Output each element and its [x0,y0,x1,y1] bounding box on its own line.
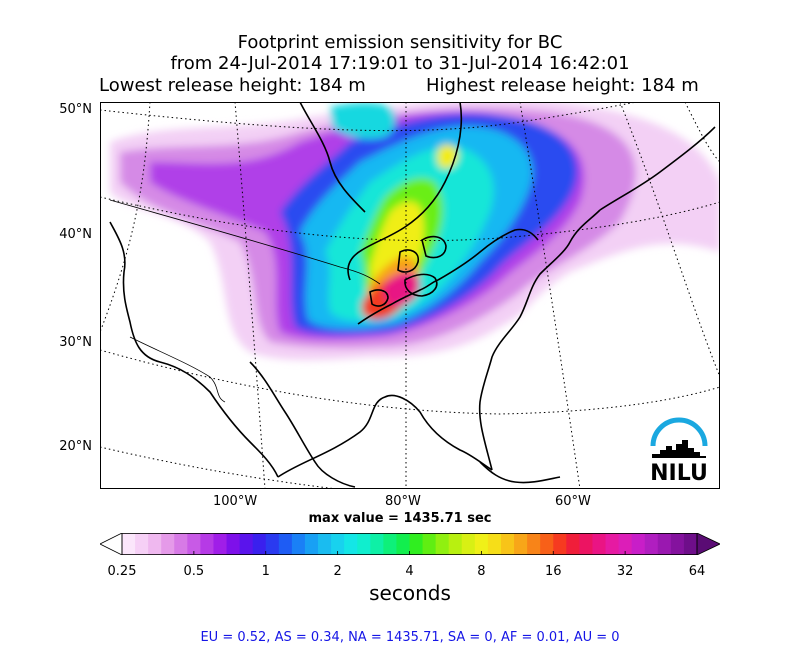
colorbar-cell [304,533,319,555]
footprint-map [100,102,720,489]
colorbar-tick-label: 0.25 [107,564,137,579]
colorbar-tick-label: 2 [333,564,342,579]
colorbar-cell [291,533,306,555]
colorbar-cell [383,533,397,555]
lat-label-30n: 30°N [59,335,92,350]
colorbar-cell [435,533,450,555]
coastlines [109,102,716,488]
lat-lon-gridlines [100,102,720,489]
lon-label-80w: 80°W [385,494,421,509]
colorbar-cell [540,533,554,555]
region-totals-footer: EU = 0.52, AS = 0.34, NA = 1435.71, SA =… [200,630,620,645]
colorbar-cell [631,533,646,555]
colorbar [100,533,720,555]
colorbar-cell [161,533,175,555]
colorbar-cell [605,533,620,555]
colorbar-cell [683,533,698,555]
lat-label-20n: 20°N [59,439,92,454]
colorbar-cell [135,533,149,555]
colorbar-tick-label: 0.5 [183,564,205,579]
colorbar-cell [474,533,489,555]
colorbar-cell [357,533,371,555]
colorbar-cell [592,533,607,555]
map-frame [100,102,720,489]
colorbar-tick-label: 4 [405,564,414,579]
lon-label-100w: 100°W [213,494,258,509]
nilu-logo-text: NILU [650,461,708,482]
colorbar-cell [553,533,567,555]
colorbar-cell [670,533,685,555]
colorbar-cell [344,533,358,555]
colorbar-cell [487,533,502,555]
colorbar-cell [318,533,332,555]
colorbar-tick-label: 32 [616,564,634,579]
colorbar-cell [618,533,633,555]
colorbar-cell [174,533,188,555]
colorbar-cell [226,533,241,555]
colorbar-extend-right [696,533,720,555]
lat-label-40n: 40°N [59,227,92,242]
colorbar-cell [514,533,528,555]
colorbar-cell [422,533,437,555]
colorbar-tick-label: 64 [688,564,706,579]
highest-release-height: Highest release height: 184 m [426,75,699,96]
colorbar-cell [370,533,384,555]
colorbar-tick-label: 16 [544,564,562,579]
colorbar-cell [527,533,541,555]
colorbar-cell [278,533,293,555]
colorbar-tick-label: 1 [261,564,270,579]
colorbar-cell [500,533,515,555]
plot-subtitle-dates: from 24-Jul-2014 17:19:01 to 31-Jul-2014… [170,53,630,74]
nilu-logo: NILU [650,417,708,482]
colorbar-cell [396,533,410,555]
colorbar-cell [448,533,463,555]
colorbar-extend-left [100,533,123,555]
colorbar-cell [200,533,214,555]
colorbar-cell [566,533,580,555]
plot-title: Footprint emission sensitivity for BC [237,32,563,53]
footprint-field [110,102,720,361]
colorbar-cell [409,533,424,555]
colorbar-unit-label: seconds [369,581,451,605]
colorbar-cell [331,533,345,555]
colorbar-cell [461,533,476,555]
colorbar-cell [187,533,201,555]
colorbar-cell [148,533,162,555]
colorbar-cell [239,533,254,555]
lowest-release-height: Lowest release height: 184 m [99,75,366,96]
lat-label-50n: 50°N [59,102,92,117]
colorbar-cell [122,533,136,555]
colorbar-cell [265,533,280,555]
colorbar-cell [644,533,659,555]
country-borders [109,199,381,403]
colorbar-cell [252,533,267,555]
colorbar-cell [657,533,672,555]
colorbar-cell [579,533,593,555]
colorbar-tick-label: 8 [477,564,486,579]
colorbar-cell [213,533,228,555]
lon-label-60w: 60°W [555,494,591,509]
max-value-label: max value = 1435.71 sec [308,511,492,526]
